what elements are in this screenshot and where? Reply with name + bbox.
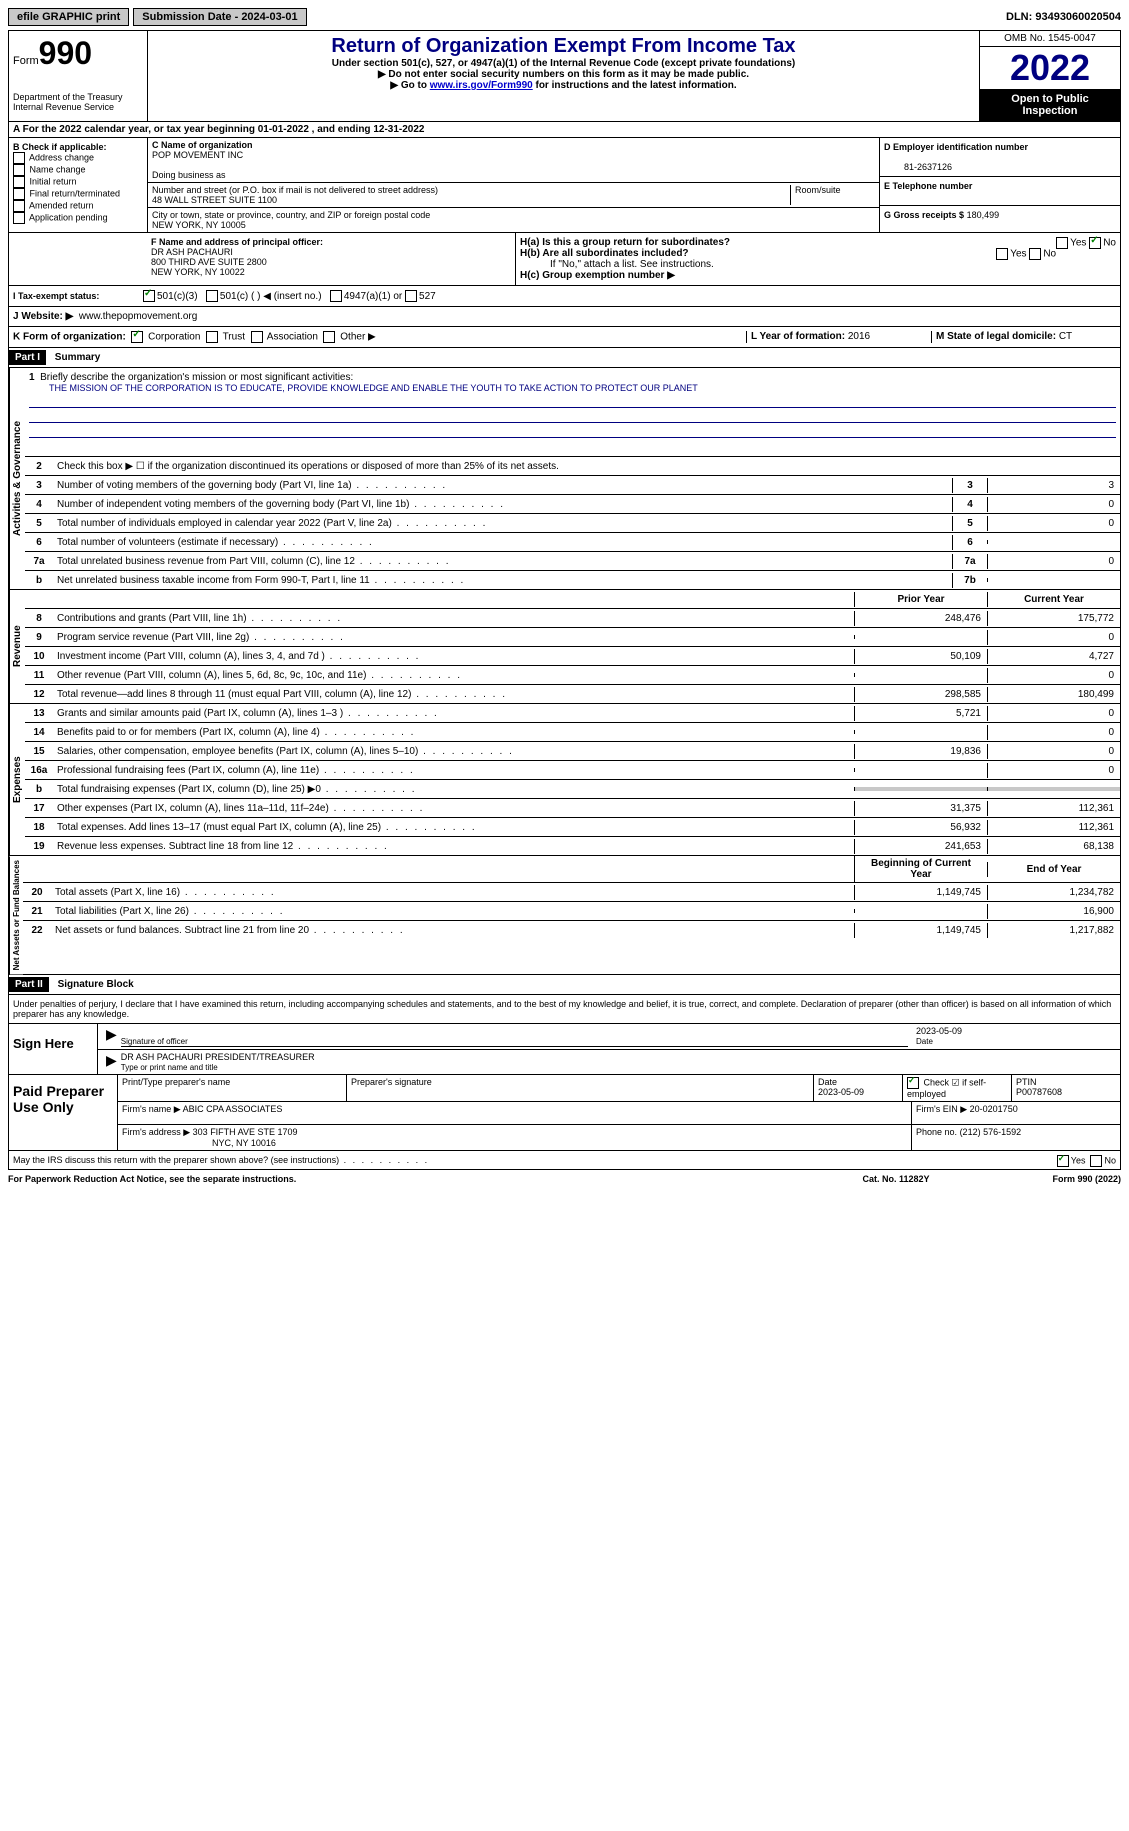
summary-line: 10 Investment income (Part VIII, column … (25, 647, 1120, 666)
dept-text: Department of the Treasury Internal Reve… (13, 92, 143, 112)
irs-link[interactable]: www.irs.gov/Form990 (430, 80, 533, 91)
dln-text: DLN: 93493060020504 (1006, 11, 1121, 23)
summary-line: 21 Total liabilities (Part X, line 26) 1… (23, 902, 1120, 921)
summary-line: 6 Total number of volunteers (estimate i… (25, 533, 1120, 552)
summary-line: 9 Program service revenue (Part VIII, li… (25, 628, 1120, 647)
summary-line: 5 Total number of individuals employed i… (25, 514, 1120, 533)
form-title: Return of Organization Exempt From Incom… (152, 35, 975, 58)
summary-line: 18 Total expenses. Add lines 13–17 (must… (25, 818, 1120, 837)
vert-governance: Activities & Governance (9, 368, 25, 589)
summary-line: 16a Professional fundraising fees (Part … (25, 761, 1120, 780)
section-fh: F Name and address of principal officer:… (8, 233, 1121, 286)
row-a: A For the 2022 calendar year, or tax yea… (8, 122, 1121, 138)
summary-line: 3 Number of voting members of the govern… (25, 476, 1120, 495)
part2-title: Signature Block (52, 979, 134, 990)
k-row: K Form of organization: Corporation Trus… (8, 327, 1121, 348)
col-b: B Check if applicable: Address change Na… (9, 138, 148, 232)
part2-header: Part II (9, 977, 49, 992)
sub2: ▶ Do not enter social security numbers o… (152, 69, 975, 80)
open-inspection: Open to Public Inspection (980, 89, 1120, 121)
col-c: C Name of organization POP MOVEMENT INC … (148, 138, 880, 232)
efile-button[interactable]: efile GRAPHIC print (8, 8, 129, 26)
form-label: Form (13, 55, 39, 67)
tax-exempt-row: I Tax-exempt status: 501(c)(3) 501(c) ( … (8, 286, 1121, 307)
sub1: Under section 501(c), 527, or 4947(a)(1)… (152, 58, 975, 69)
vert-expenses: Expenses (9, 704, 25, 855)
summary-line: 22 Net assets or fund balances. Subtract… (23, 921, 1120, 939)
col-d: D Employer identification number 81-2637… (880, 138, 1120, 232)
top-bar: efile GRAPHIC print Submission Date - 20… (8, 8, 1121, 26)
summary-line: b Net unrelated business taxable income … (25, 571, 1120, 589)
summary-line: 13 Grants and similar amounts paid (Part… (25, 704, 1120, 723)
summary-line: 14 Benefits paid to or for members (Part… (25, 723, 1120, 742)
sub3-pre: ▶ Go to (390, 80, 429, 91)
tax-year: 2022 (980, 47, 1120, 89)
form-header: Form990 Department of the Treasury Inter… (8, 30, 1121, 122)
page-footer: For Paperwork Reduction Act Notice, see … (8, 1170, 1121, 1188)
summary-line: 7a Total unrelated business revenue from… (25, 552, 1120, 571)
summary-line: 20 Total assets (Part X, line 16) 1,149,… (23, 883, 1120, 902)
col-h: H(a) Is this a group return for subordin… (516, 233, 1120, 285)
section-bcd: B Check if applicable: Address change Na… (8, 138, 1121, 233)
summary-line: 19 Revenue less expenses. Subtract line … (25, 837, 1120, 855)
signature-block: Under penalties of perjury, I declare th… (8, 995, 1121, 1170)
vert-net-assets: Net Assets or Fund Balances (9, 856, 23, 974)
summary-line: 12 Total revenue—add lines 8 through 11 … (25, 685, 1120, 703)
form-number: 990 (39, 35, 92, 71)
col-f: F Name and address of principal officer:… (147, 233, 516, 285)
summary-line: 11 Other revenue (Part VIII, column (A),… (25, 666, 1120, 685)
vert-revenue: Revenue (9, 590, 25, 703)
summary-line: 15 Salaries, other compensation, employe… (25, 742, 1120, 761)
summary-line: b Total fundraising expenses (Part IX, c… (25, 780, 1120, 799)
sub3-post: for instructions and the latest informat… (533, 80, 737, 91)
summary-line: 17 Other expenses (Part IX, column (A), … (25, 799, 1120, 818)
summary-line: 8 Contributions and grants (Part VIII, l… (25, 609, 1120, 628)
submission-button[interactable]: Submission Date - 2024-03-01 (133, 8, 306, 26)
summary-line: 4 Number of independent voting members o… (25, 495, 1120, 514)
part1-header: Part I (9, 350, 46, 365)
part1-title: Summary (49, 352, 101, 363)
website-row: J Website: ▶ www.thepopmovement.org (8, 307, 1121, 327)
omb-number: OMB No. 1545-0047 (980, 31, 1120, 47)
